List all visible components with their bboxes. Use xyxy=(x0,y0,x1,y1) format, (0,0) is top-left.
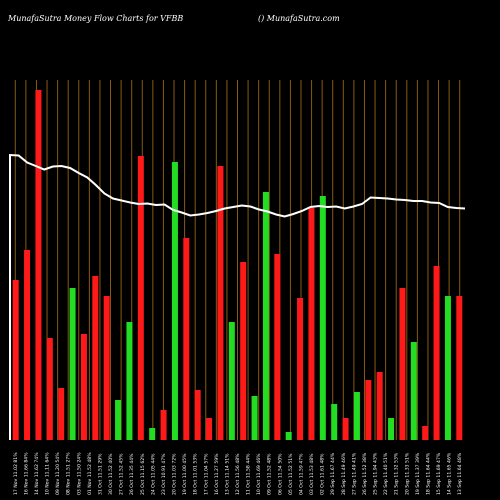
x-tick-label: 28 Sep 11.49 46% xyxy=(341,452,347,495)
x-tick-label: 27 Oct 11.52 45% xyxy=(119,453,125,495)
bar xyxy=(228,322,235,440)
x-tick-label: 13 Sep 11.64 48% xyxy=(457,452,463,495)
bar xyxy=(262,192,269,440)
x-tick-label: 21 Sep 11.32 53% xyxy=(394,452,400,495)
x-tick-label: 02 Oct 11.61 48% xyxy=(320,453,326,495)
x-tick-label: 15 Sep 11.69 47% xyxy=(436,452,442,495)
x-tick-label: 16 Nov 11.66 84% xyxy=(23,452,29,495)
x-tick-label: 08 Nov 11.51 27% xyxy=(66,452,72,495)
x-tick-label: 17 Nov 11.02 81% xyxy=(13,452,19,495)
x-axis-labels: 17 Nov 11.02 81% 16 Nov 11.66 84% 14 Nov 1… xyxy=(13,452,463,495)
x-tick-label: 20 Sep 11.33 51% xyxy=(404,452,410,495)
bar xyxy=(376,372,383,440)
x-tick-label: 01 Nov 11.52 48% xyxy=(87,452,93,495)
bar xyxy=(308,208,315,440)
bar xyxy=(319,196,326,440)
bar xyxy=(115,400,122,440)
x-tick-label: 26 Oct 11.35 44% xyxy=(129,453,135,495)
bar xyxy=(46,338,53,440)
x-tick-label: 23 Oct 10.91 47% xyxy=(161,453,167,495)
bar xyxy=(183,238,190,440)
bar xyxy=(103,296,110,440)
bar xyxy=(160,410,167,440)
bar-series xyxy=(12,90,463,440)
x-tick-label: 25 Oct 11.15 62% xyxy=(140,453,146,495)
bar xyxy=(251,396,258,440)
bar xyxy=(171,162,178,440)
x-tick-label: 12 Oct 11.56 48% xyxy=(235,453,241,495)
chart-title: MunafaSutra Money Flow Charts for VFBB xyxy=(8,14,184,23)
x-tick-label: 26 Sep 11.52 38% xyxy=(362,452,368,495)
bar xyxy=(444,296,451,440)
bar xyxy=(342,418,349,440)
x-tick-label: 14 Nov 11.62 74% xyxy=(34,452,40,495)
bar xyxy=(399,288,406,440)
x-tick-label: 06 Oct 11.54 50% xyxy=(277,453,283,495)
bar xyxy=(24,250,31,440)
bar xyxy=(285,432,292,440)
x-tick-label: 13 Oct 11.14 51% xyxy=(224,453,230,495)
bar xyxy=(353,392,360,440)
bar xyxy=(331,404,338,440)
x-tick-label: 04 Oct 11.59 47% xyxy=(298,453,304,495)
x-tick-label: 10 Nov 11.11 64% xyxy=(45,452,51,495)
bar xyxy=(149,428,156,440)
price-line xyxy=(9,153,466,440)
x-tick-label: 05 Oct 11.52 51% xyxy=(288,453,294,495)
bar xyxy=(137,156,144,440)
x-tick-label: 19 Oct 11.00 45% xyxy=(182,453,188,495)
bar xyxy=(69,288,76,440)
bar xyxy=(422,426,429,440)
x-tick-label: 03 Nov 11.50 24% xyxy=(76,452,82,495)
x-tick-label: 18 Sep 11.64 44% xyxy=(425,452,431,495)
x-tick-label: 27 Sep 11.49 41% xyxy=(351,452,357,495)
x-tick-label: 03 Oct 11.53 48% xyxy=(309,453,315,495)
bar xyxy=(388,418,395,440)
x-tick-label: 25 Sep 11.94 43% xyxy=(373,452,379,495)
x-tick-label: 24 Oct 11.05 44% xyxy=(150,453,156,495)
bar xyxy=(240,262,247,440)
x-tick-label: 09 Oct 11.52 48% xyxy=(267,453,273,495)
bar xyxy=(80,334,87,440)
x-tick-label: 16 Oct 11.27 59% xyxy=(214,453,220,495)
bar xyxy=(274,254,281,440)
x-tick-label: 18 Oct 11.01 53% xyxy=(193,453,199,495)
x-tick-label: 31 Oct 11.51 29% xyxy=(97,453,103,495)
x-tick-label: 19 Sep 11.37 39% xyxy=(415,452,421,495)
price-line-group xyxy=(9,153,466,440)
x-tick-label: 22 Sep 11.40 51% xyxy=(383,452,389,495)
bar xyxy=(217,166,224,440)
bar xyxy=(410,342,417,440)
bar xyxy=(92,276,99,440)
x-tick-label: 11 Oct 11.58 44% xyxy=(246,453,252,495)
bar xyxy=(456,296,463,440)
bar xyxy=(433,266,440,440)
x-tick-label: 30 Oct 11.52 40% xyxy=(108,453,114,495)
bar xyxy=(12,280,19,440)
bar xyxy=(297,298,304,440)
x-tick-label: 17 Oct 11.04 57% xyxy=(203,453,209,495)
bar xyxy=(365,380,372,440)
bar xyxy=(126,322,133,440)
x-tick-label: 09 Nov 11.20 54% xyxy=(55,452,61,495)
x-tick-label: 20 Oct 11.03 72% xyxy=(172,453,178,495)
x-tick-label: 29 Sep 11.67 44% xyxy=(330,452,336,495)
bar xyxy=(194,390,201,440)
bar xyxy=(35,90,42,440)
x-tick-label: 10 Oct 11.69 46% xyxy=(256,453,262,495)
x-tick-label: 14 Sep 11.65 46% xyxy=(447,452,453,495)
bar xyxy=(58,388,65,440)
bar xyxy=(206,418,213,440)
site-credit: () MunafaSutra.com xyxy=(258,14,340,23)
